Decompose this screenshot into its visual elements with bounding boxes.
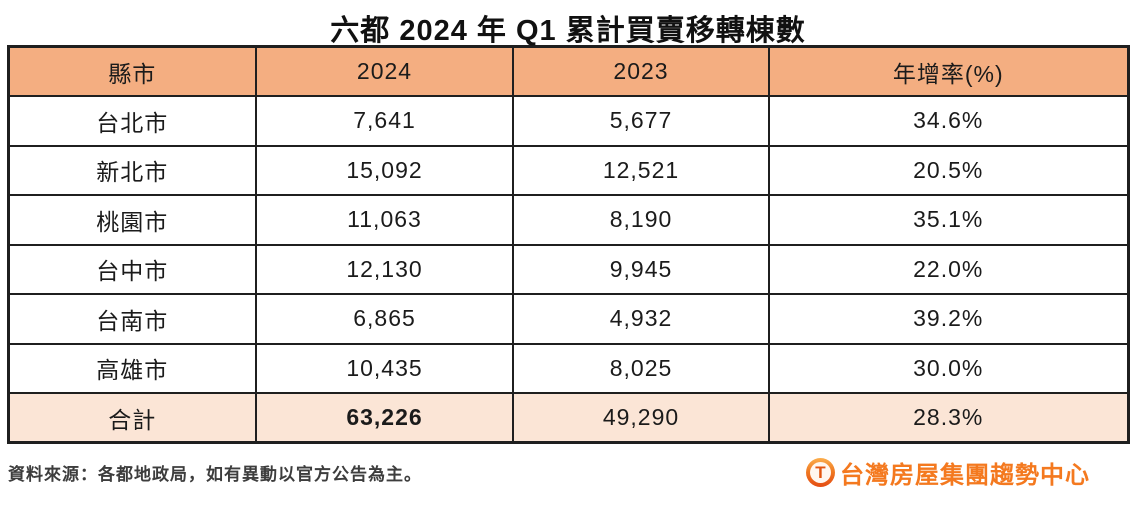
brand-text: 台灣房屋集團趨勢中心 bbox=[840, 461, 1090, 489]
value-2023-cell: 8,190 bbox=[512, 194, 770, 246]
header-2023: 2023 bbox=[512, 45, 770, 97]
value-2024-cell: 10,435 bbox=[255, 342, 514, 394]
table-row: 台南市 6,865 4,932 39.2% bbox=[7, 293, 1129, 345]
total-label-cell: 合計 bbox=[7, 392, 257, 444]
table-row: 台北市 7,641 5,677 34.6% bbox=[7, 95, 1129, 147]
total-2023-cell: 49,290 bbox=[512, 392, 770, 444]
city-cell: 桃園市 bbox=[7, 194, 257, 246]
value-2024-cell: 6,865 bbox=[255, 293, 514, 345]
page-title: 六都 2024 年 Q1 累計買賣移轉棟數 bbox=[330, 15, 806, 47]
value-2024-cell: 7,641 bbox=[255, 95, 514, 147]
table-row: 桃園市 11,063 8,190 35.1% bbox=[7, 194, 1129, 246]
total-row: 合計 63,226 49,290 28.3% bbox=[7, 392, 1129, 444]
city-cell: 高雄市 bbox=[7, 342, 257, 394]
header-city: 縣市 bbox=[7, 45, 257, 97]
taiwan-housing-t-circle-icon: T bbox=[806, 457, 835, 487]
table-row: 台中市 12,130 9,945 22.0% bbox=[7, 243, 1129, 295]
value-2023-cell: 5,677 bbox=[512, 95, 770, 147]
header-yoy: 年增率(%) bbox=[768, 45, 1129, 97]
header-2024: 2024 bbox=[255, 45, 514, 97]
yoy-cell: 35.1% bbox=[768, 194, 1129, 246]
transfer-count-table: 縣市 2024 2023 年增率(%) 台北市 7,641 5,677 34.6… bbox=[6, 45, 1130, 444]
t-glyph: T bbox=[815, 462, 826, 482]
table-row: 新北市 15,092 12,521 20.5% bbox=[7, 144, 1129, 196]
city-cell: 台南市 bbox=[7, 293, 257, 345]
brand-logo: T 台灣房屋集團趨勢中心 bbox=[806, 455, 1128, 490]
footer: 資料來源：各都地政局，如有異動以官方公告為主。 T 台灣房屋集團趨勢中心 bbox=[8, 444, 1128, 490]
total-yoy-cell: 28.3% bbox=[768, 392, 1129, 444]
value-2023-cell: 9,945 bbox=[512, 243, 770, 295]
value-2023-cell: 4,932 bbox=[512, 293, 770, 345]
value-2023-cell: 8,025 bbox=[512, 342, 770, 394]
data-source-note: 資料來源：各都地政局，如有異動以官方公告為主。 bbox=[8, 464, 422, 484]
yoy-cell: 34.6% bbox=[768, 95, 1129, 147]
value-2024-cell: 15,092 bbox=[255, 144, 514, 196]
table-row: 高雄市 10,435 8,025 30.0% bbox=[7, 342, 1129, 394]
yoy-cell: 20.5% bbox=[768, 144, 1129, 196]
value-2023-cell: 12,521 bbox=[512, 144, 770, 196]
value-2024-cell: 11,063 bbox=[255, 194, 514, 246]
city-cell: 台中市 bbox=[7, 243, 257, 295]
city-cell: 台北市 bbox=[7, 95, 257, 147]
t-circle-inner: T bbox=[810, 461, 831, 483]
yoy-cell: 39.2% bbox=[768, 293, 1129, 345]
yoy-cell: 30.0% bbox=[768, 342, 1129, 394]
total-2024-cell: 63,226 bbox=[255, 392, 514, 444]
table-header-row: 縣市 2024 2023 年增率(%) bbox=[7, 45, 1129, 97]
yoy-cell: 22.0% bbox=[768, 243, 1129, 295]
city-cell: 新北市 bbox=[7, 144, 257, 196]
value-2024-cell: 12,130 bbox=[255, 243, 514, 295]
